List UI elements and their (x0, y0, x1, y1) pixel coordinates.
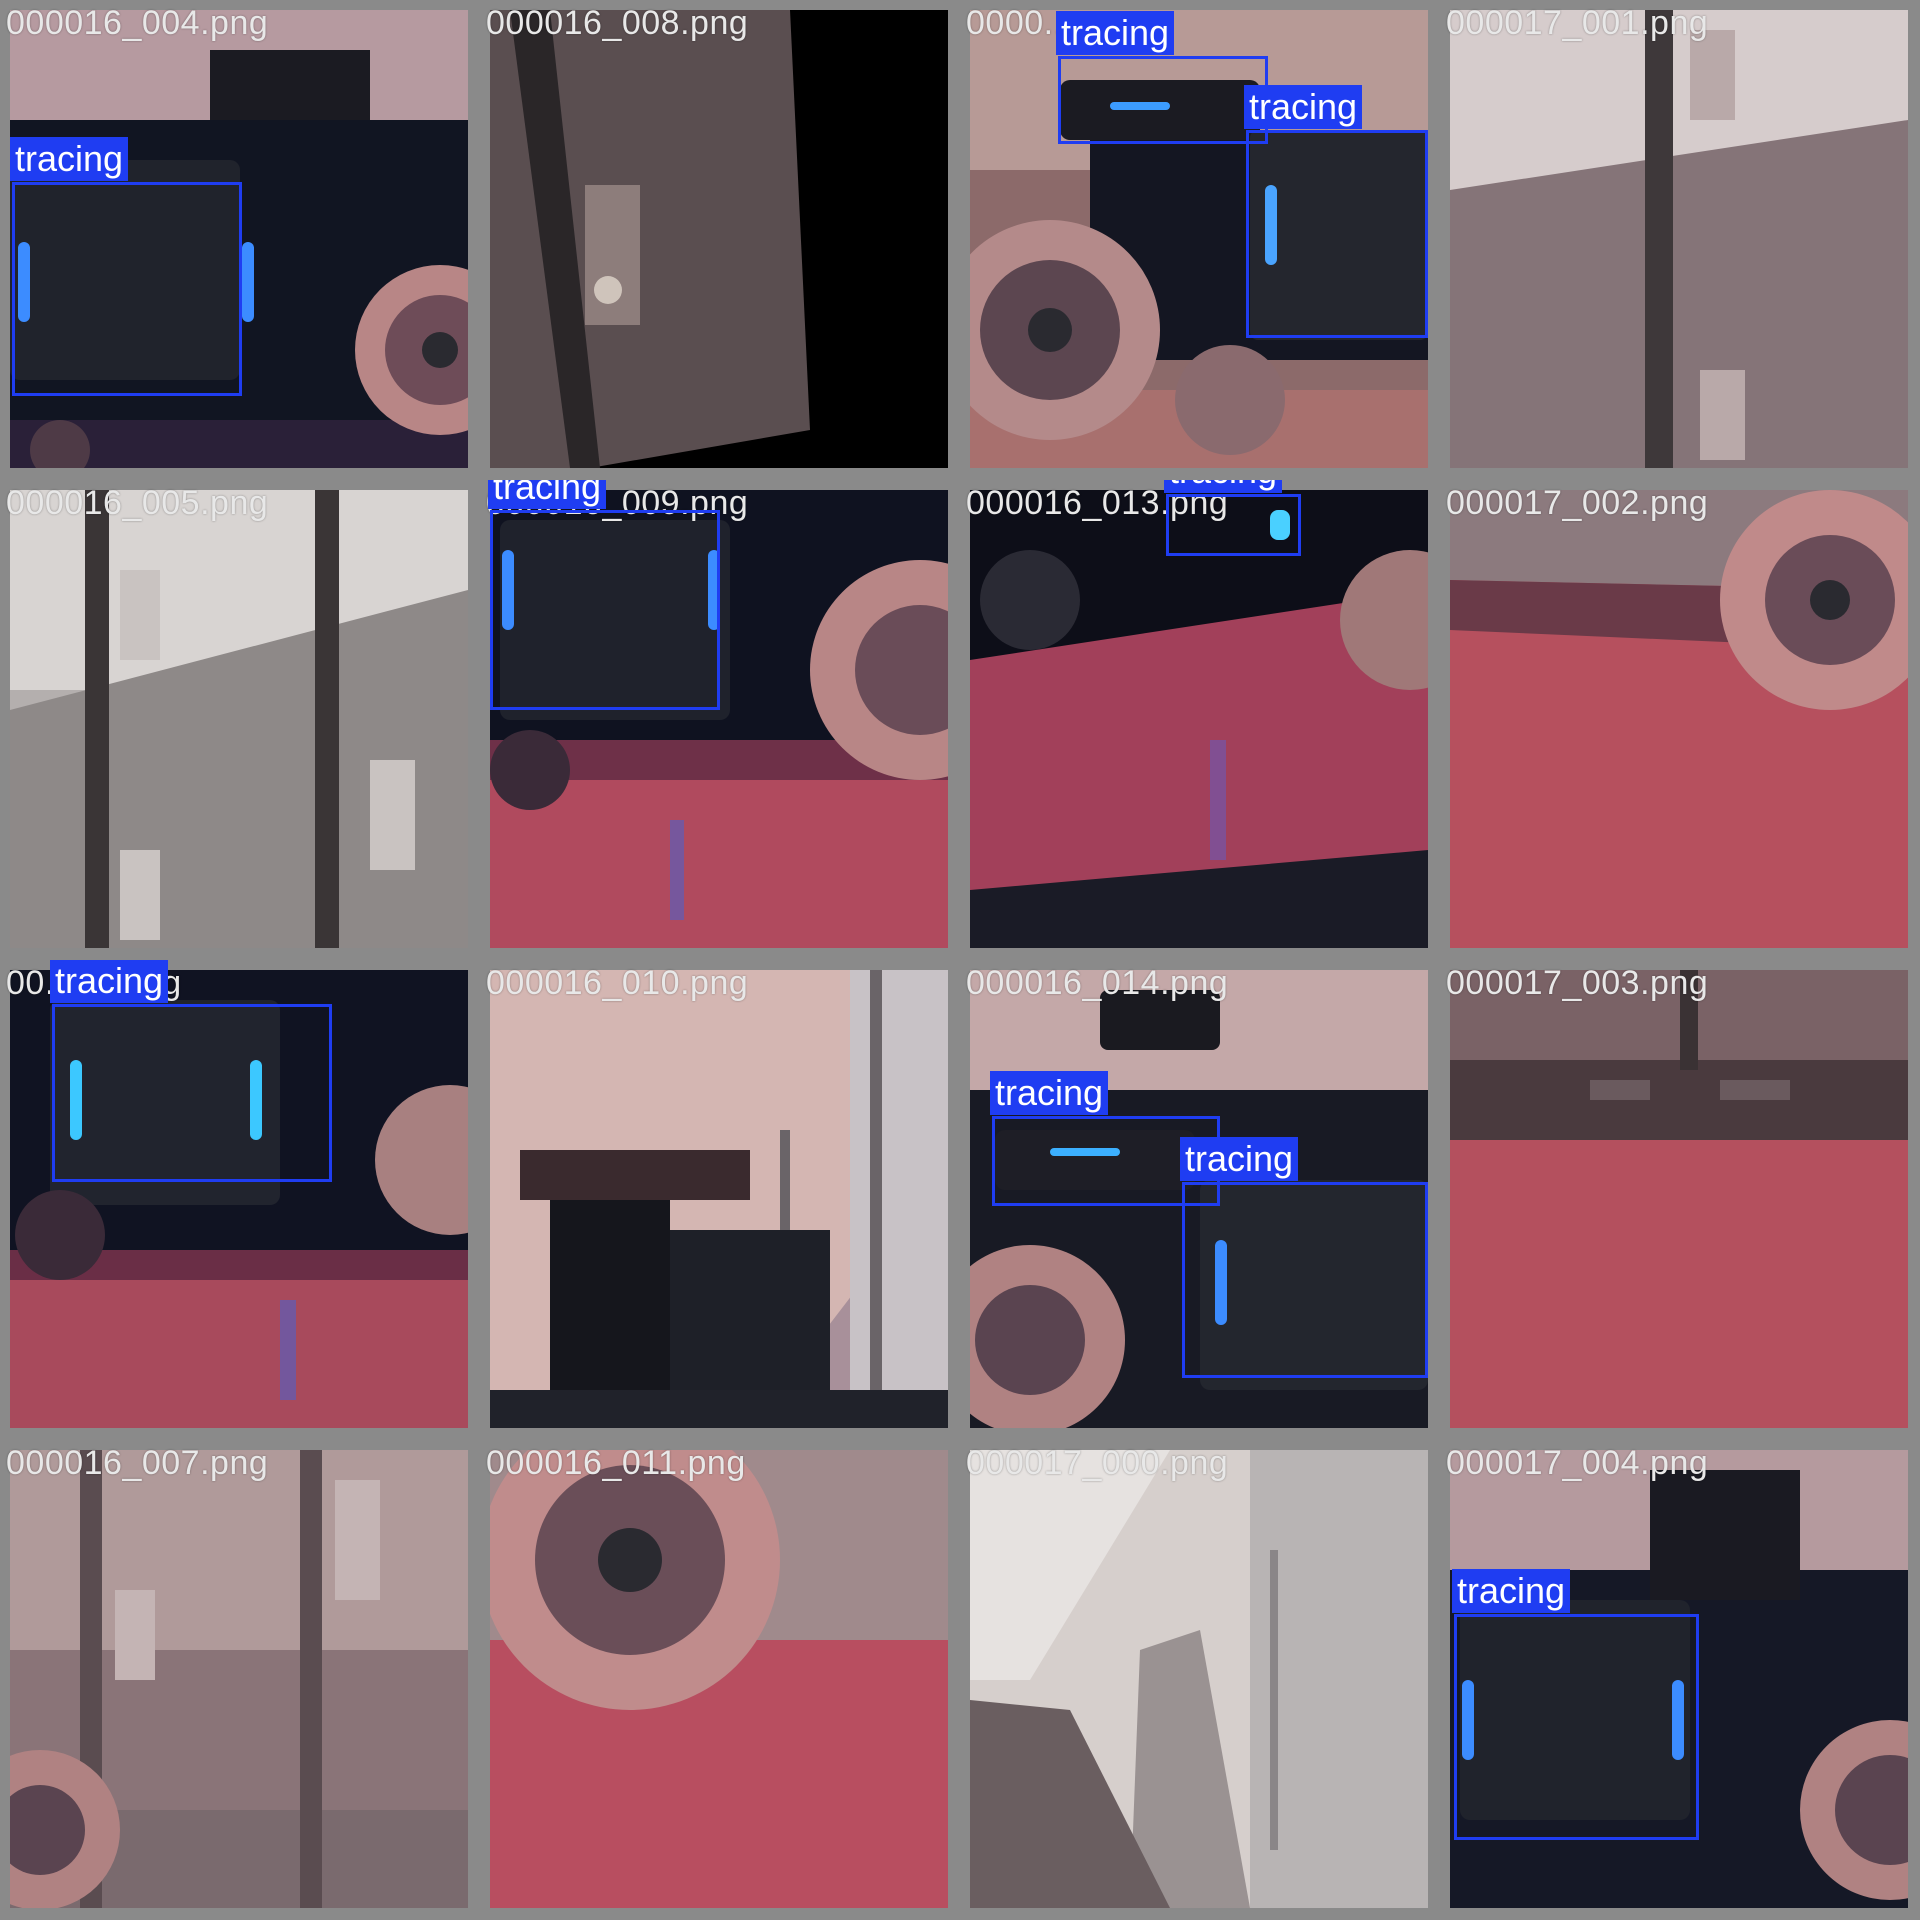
tile-photo (970, 490, 1428, 948)
image-tile: 0000...png tracing tracing (960, 0, 1440, 480)
tile-filename: 000016_010.png (486, 964, 749, 1002)
tile-photo (970, 970, 1428, 1428)
detection-label: tracing (990, 1071, 1109, 1115)
tile-photo (10, 1450, 468, 1908)
tile-filename: 000017_000.png (966, 1444, 1229, 1482)
photo-robot-two-cases (970, 970, 1428, 1428)
detection-label: tracing (1056, 11, 1175, 55)
detection-box: tracing (10, 137, 242, 396)
image-tile: 000017_000.png (960, 1440, 1440, 1920)
photo-robot-case-floor (10, 970, 468, 1428)
photo-locker-wall-gray (10, 490, 468, 948)
image-tile: 000016_004.png tracing (0, 0, 480, 480)
detection-box: tracing (50, 960, 332, 1182)
tile-filename: 000016_011.png (486, 1444, 746, 1482)
detection-outline (52, 1004, 332, 1182)
detection-outline (490, 510, 720, 710)
detection-label: tracing (488, 480, 607, 509)
image-tile: 000017_003.png (1440, 960, 1920, 1440)
tile-filename: 000016_004.png (6, 4, 269, 42)
photo-floor-wall (1450, 970, 1908, 1428)
tile-photo (10, 490, 468, 948)
photo-robot-hallway (490, 970, 948, 1428)
detection-label: tracing (10, 137, 129, 181)
image-tile: 000016_011.png (480, 1440, 960, 1920)
image-tile: 000016_008.png (480, 0, 960, 480)
photo-locker-wheel (10, 1450, 468, 1908)
photo-wheel-closeup (490, 1450, 948, 1908)
detection-outline (1166, 494, 1301, 556)
image-tile: 000017_004.png tracing (1440, 1440, 1920, 1920)
detection-outline (1246, 130, 1428, 338)
photo-robot-underside (970, 490, 1428, 948)
tile-filename: 000016_014.png (966, 964, 1229, 1002)
tile-photo (10, 970, 468, 1428)
detection-box: tracing (488, 480, 720, 710)
tile-photo (1450, 10, 1908, 468)
detection-box: tracing (990, 1071, 1220, 1206)
detection-outline (12, 182, 242, 396)
photo-hallway-ceiling (970, 1450, 1428, 1908)
tile-filename: 000016_005.png (6, 484, 269, 522)
image-tile: 000017_002.png (1440, 480, 1920, 960)
photo-locker-wall (1450, 10, 1908, 468)
detection-label: tracing (1244, 85, 1363, 129)
detection-label: tracing (1180, 1137, 1299, 1181)
image-tile: 000016_009.png tracing (480, 480, 960, 960)
image-tile: 000016_005.png (0, 480, 480, 960)
tile-photo (490, 1450, 948, 1908)
detection-box: tracing (1164, 480, 1301, 556)
tile-filename: 000017_002.png (1446, 484, 1709, 522)
image-tile: 000016_010.png (480, 960, 960, 1440)
tile-photo (490, 10, 948, 468)
tile-filename: 000016_007.png (6, 1444, 269, 1482)
detection-label: tracing (1452, 1569, 1571, 1613)
tile-photo (10, 10, 468, 468)
detection-label: tracing (50, 960, 169, 1003)
image-tile: 000017_001.png (1440, 0, 1920, 480)
detection-label: tracing (1164, 480, 1283, 493)
tile-photo (970, 1450, 1428, 1908)
detection-box: tracing (1244, 85, 1428, 338)
detection-box: tracing (1180, 1137, 1428, 1378)
photo-locker-dark (490, 10, 948, 468)
photo-robot-case (10, 10, 468, 468)
tile-filename: 000017_001.png (1446, 4, 1709, 42)
image-tile: 000016_014.png tracing tracing (960, 960, 1440, 1440)
tile-filename: 000017_004.png (1446, 1444, 1709, 1482)
tile-photo (1450, 970, 1908, 1428)
photo-robot-case (1450, 1450, 1908, 1908)
tile-photo (490, 970, 948, 1428)
image-tile: 000016_007.png (0, 1440, 480, 1920)
detection-outline (1182, 1182, 1428, 1378)
detection-box: tracing (1452, 1569, 1699, 1840)
tile-filename: 000016_008.png (486, 4, 749, 42)
image-tile: 00...06.png tracing (0, 960, 480, 1440)
tile-filename: 000017_003.png (1446, 964, 1709, 1002)
image-tile: 000016_013.png tracing (960, 480, 1440, 960)
detection-outline (1058, 56, 1268, 144)
photo-wheel-floor (1450, 490, 1908, 948)
tile-photo (1450, 490, 1908, 948)
tile-photo (1450, 1450, 1908, 1908)
detection-outline (1454, 1614, 1699, 1840)
detection-box: tracing (1056, 11, 1268, 144)
